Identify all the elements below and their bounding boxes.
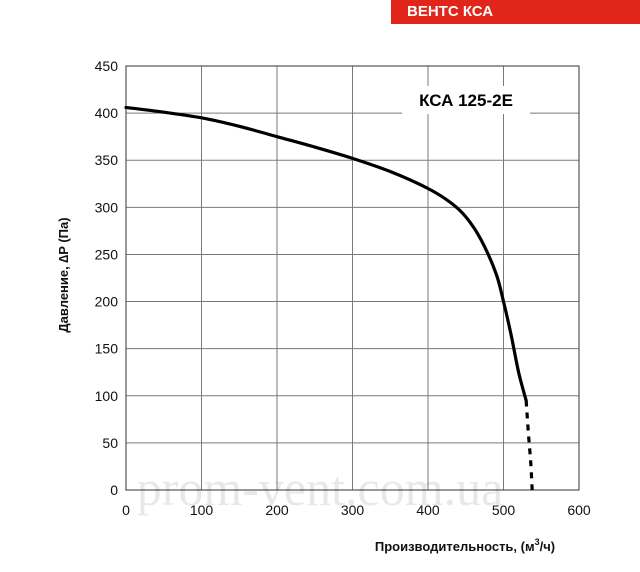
x-axis-label: Производительность, (м3/ч)	[375, 537, 555, 554]
grid-lines	[125, 65, 580, 491]
y-tick-labels: 0 50 100 150 200 250 300 350 400 450	[95, 58, 119, 498]
y-tick-label: 250	[95, 246, 119, 262]
plot-frame	[125, 65, 580, 491]
model-label-box	[402, 86, 530, 114]
y-tick-label: 300	[95, 199, 119, 215]
x-tick-labels: 0 100 200 300 400 500 600	[122, 502, 591, 518]
x-tick-label: 200	[265, 502, 289, 518]
x-tick-label: 300	[341, 502, 365, 518]
y-axis-label: Давление, ∆P (Па)	[56, 217, 71, 332]
x-axis-label-main: Производительность, (м	[375, 539, 535, 554]
x-tick-label: 500	[492, 502, 516, 518]
x-tick-label: 600	[567, 502, 591, 518]
watermark: prom-vent.com.ua	[137, 460, 504, 516]
x-tick-label: 100	[190, 502, 214, 518]
y-tick-label: 150	[95, 341, 119, 357]
curve-extrapolated-dotted	[524, 400, 534, 491]
y-tick-label: 400	[95, 105, 119, 121]
y-tick-label: 200	[95, 294, 119, 310]
curve-solid	[124, 105, 528, 403]
model-label: КСА 125-2Е	[419, 91, 513, 110]
y-tick-label: 0	[110, 482, 118, 498]
x-tick-label: 0	[122, 502, 130, 518]
series-curves	[124, 105, 534, 491]
y-tick-label: 50	[102, 435, 118, 451]
brand-badge: ВЕНТС КСА	[391, 0, 640, 24]
y-tick-label: 100	[95, 388, 119, 404]
x-tick-label: 400	[416, 502, 440, 518]
y-tick-label: 450	[95, 58, 119, 74]
x-axis-label-end: /ч)	[540, 539, 556, 554]
y-tick-label: 350	[95, 152, 119, 168]
x-axis-label-superscript: 3	[535, 537, 540, 547]
